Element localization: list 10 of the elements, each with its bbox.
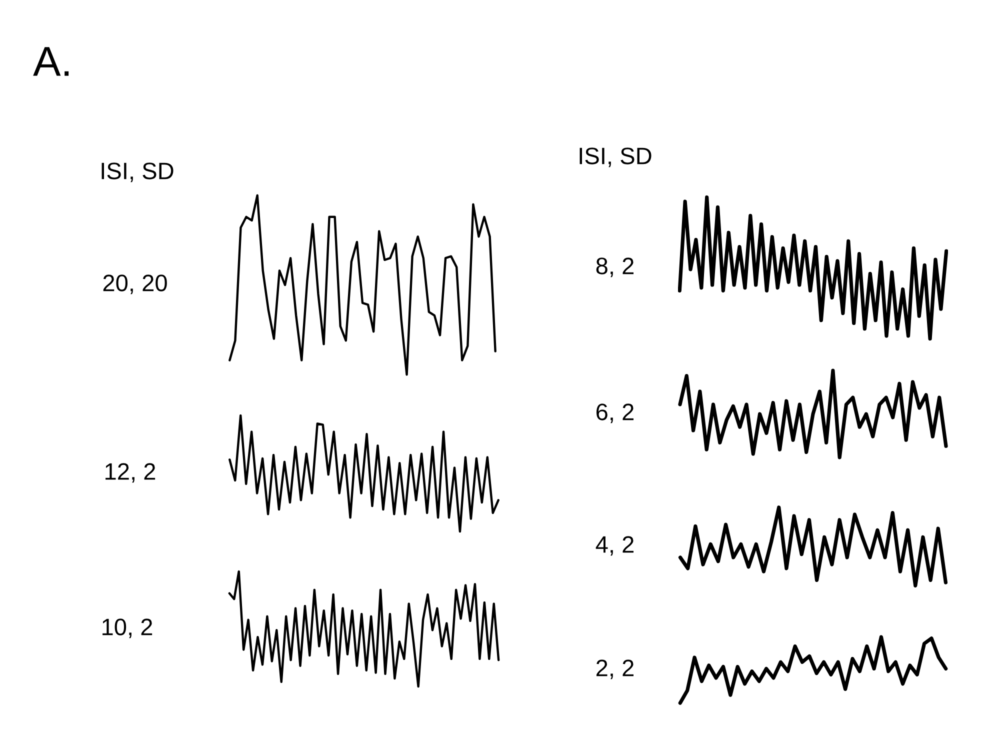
y-axis-title: 20, 20 <box>103 274 167 294</box>
y-axis-title: 4, 2 <box>596 536 634 556</box>
y-axis-title: 6, 2 <box>596 404 634 424</box>
y-axis-title: 12, 2 <box>106 463 156 483</box>
text: A. <box>33 47 69 76</box>
text: ISI, SD <box>580 148 652 168</box>
text: ISI, SD <box>102 162 174 182</box>
y-axis-title: 2, 2 <box>596 660 634 680</box>
y-axis-title: 8, 2 <box>596 258 634 278</box>
y-axis-title: 10, 2 <box>102 618 152 638</box>
